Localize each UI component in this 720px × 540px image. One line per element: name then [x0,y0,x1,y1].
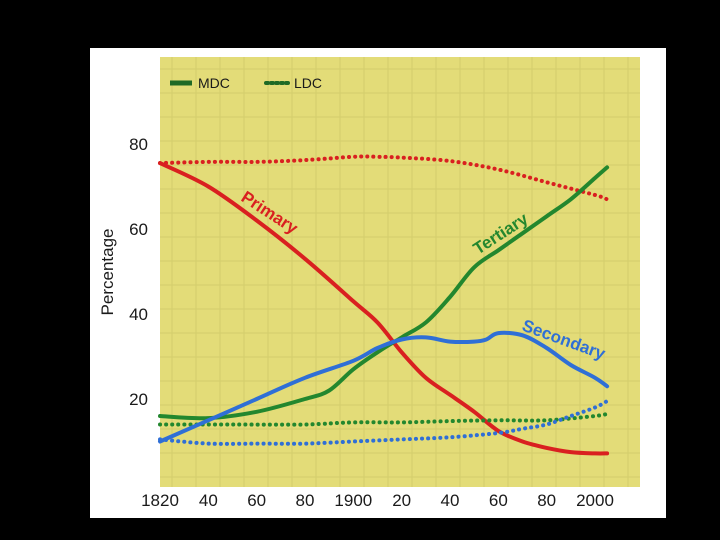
plot-area [160,57,640,487]
x-ticks: 1820 40 60 80 1900 20 40 60 80 2000 [141,491,614,510]
legend: MDC LDC [170,75,322,91]
series-primary-ldc [158,154,610,202]
y-axis-label: Percentage [98,229,117,316]
legend-label-mdc: MDC [198,75,230,91]
legend-label-ldc: LDC [294,75,322,91]
y-ticks: 20 40 60 80 [129,135,148,409]
x-tick-label: 2000 [576,491,614,510]
x-tick-label: 80 [537,491,556,510]
series-secondary-mdc [158,330,610,444]
series-primary-mdc [158,161,610,456]
series-lines [158,154,610,456]
x-tick-label: 60 [247,491,266,510]
x-tick-label: 20 [392,491,411,510]
y-tick-label: 40 [129,305,148,324]
x-tick-label: 80 [296,491,315,510]
series-secondary-ldc [158,399,610,446]
x-tick-label: 40 [441,491,460,510]
y-tick-label: 60 [129,220,148,239]
y-tick-label: 20 [129,390,148,409]
y-tick-label: 80 [129,135,148,154]
x-tick-label: 40 [199,491,218,510]
x-tick-label: 1820 [141,491,179,510]
series-tertiary-mdc [158,165,610,421]
x-tick-label: 1900 [334,491,372,510]
x-tick-label: 60 [489,491,508,510]
